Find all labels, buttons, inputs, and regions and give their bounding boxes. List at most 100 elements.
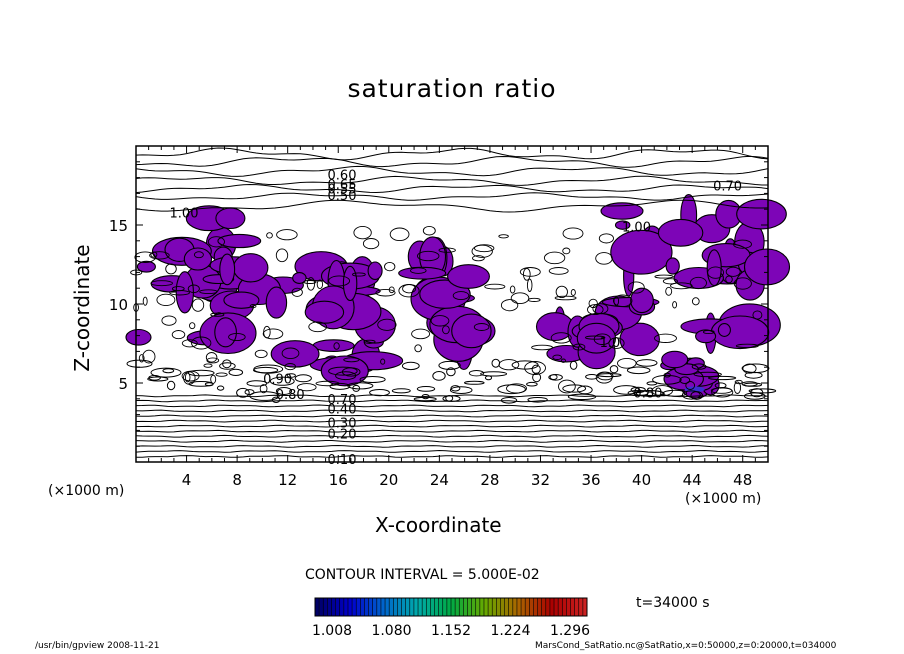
supersaturation-patch xyxy=(736,198,787,230)
colorbar-stripe xyxy=(463,598,468,616)
supersaturation-patch xyxy=(661,350,689,369)
colorbar-stripe xyxy=(376,598,381,616)
contour-label: 0.10 xyxy=(328,453,357,468)
contour-loop xyxy=(585,374,599,380)
colorbar-stripe xyxy=(479,598,484,616)
contour-loop xyxy=(315,380,340,387)
contour-loop xyxy=(333,342,340,350)
contour-loop xyxy=(550,332,572,344)
contour-loop xyxy=(169,290,190,296)
colorbar-stripe xyxy=(582,598,587,616)
contour-loop xyxy=(597,373,622,378)
contour-loop xyxy=(308,321,328,333)
contour-line xyxy=(135,165,769,177)
contour-label: 0.65 xyxy=(328,178,357,193)
contour-loop xyxy=(445,395,454,402)
contour-label: 1.00 xyxy=(622,221,651,236)
contour-label: 0.70 xyxy=(713,180,742,195)
y-tick-label: 5 xyxy=(118,375,128,393)
contour-loop xyxy=(471,244,493,258)
colorbar-stripe xyxy=(574,598,579,616)
colorbar-stripe xyxy=(385,598,390,616)
contour-loop xyxy=(511,360,539,370)
contour-loop xyxy=(524,361,546,375)
contour-line xyxy=(135,155,769,168)
contour-loop xyxy=(509,285,516,294)
colorbar-stripe xyxy=(566,598,571,616)
contour-loop xyxy=(161,315,177,326)
contour-loop xyxy=(216,385,225,391)
x-tick-label: 4 xyxy=(182,471,192,489)
contour-loop xyxy=(343,357,360,363)
contour-loop xyxy=(572,343,586,351)
contour-label: 0.40 xyxy=(328,402,357,417)
contour-loop xyxy=(138,354,145,363)
contour-label: 0.70 xyxy=(328,393,357,408)
contour-loop xyxy=(253,366,279,374)
contour-loop xyxy=(416,250,440,262)
contour-loop xyxy=(562,247,571,255)
colorbar-stripe xyxy=(434,598,439,616)
supersaturation-patch xyxy=(610,229,673,275)
contour-loop xyxy=(156,293,176,307)
contour-loop xyxy=(693,371,722,378)
contour-loop xyxy=(500,299,519,312)
colorbar-stripe xyxy=(525,598,530,616)
contour-loop xyxy=(266,232,273,239)
contour-loop xyxy=(707,266,724,279)
chart-title: saturation ratio xyxy=(347,74,557,103)
contour-loop xyxy=(531,344,554,351)
colorbar-stripe xyxy=(331,598,336,616)
x-tick-label: 36 xyxy=(581,471,600,489)
x-tick-label: 20 xyxy=(379,471,398,489)
contour-loop xyxy=(598,233,614,244)
colorbar-tick-label: 1.224 xyxy=(490,623,530,639)
contour-loop xyxy=(522,267,531,281)
contour-loop xyxy=(316,279,324,290)
contour-loop xyxy=(531,364,541,374)
colorbar-stripe xyxy=(401,598,406,616)
colorbar-stripe xyxy=(500,598,505,616)
colorbar-stripe xyxy=(409,598,414,616)
contour-loop xyxy=(369,389,390,397)
contour-loop xyxy=(630,386,646,394)
contour-loop xyxy=(284,363,296,371)
contour-loop xyxy=(464,380,485,385)
supersaturation-patch xyxy=(232,253,269,283)
colorbar-stripe xyxy=(397,598,402,616)
contour-loop xyxy=(510,292,530,305)
contour-loop xyxy=(246,380,268,387)
contour-loop xyxy=(228,368,244,376)
contour-line xyxy=(135,429,769,433)
supersaturation-patch xyxy=(695,329,717,344)
supersaturation-patch xyxy=(320,355,369,387)
contour-label: 0.20 xyxy=(328,428,357,443)
colorbar-stripe xyxy=(475,598,480,616)
contour-loop xyxy=(291,287,303,297)
supersaturation-patch xyxy=(367,261,383,280)
contour-loop xyxy=(527,397,548,403)
supersaturation-patch xyxy=(447,264,490,289)
contour-line xyxy=(135,404,769,408)
contour-loop xyxy=(328,366,358,376)
colorbar-stripe xyxy=(347,598,353,616)
contour-loop xyxy=(205,352,218,363)
x-tick-label: 12 xyxy=(278,471,297,489)
contour-loop xyxy=(421,394,430,400)
contour-loop xyxy=(306,277,316,291)
colorbar-stripe xyxy=(512,598,517,616)
contour-loop xyxy=(335,371,357,381)
contour-loop xyxy=(187,369,215,377)
contour-loop xyxy=(422,225,436,236)
colorbar-stripe xyxy=(343,598,348,616)
contour-loop xyxy=(734,379,743,385)
colorbar-stripe xyxy=(430,598,435,616)
contour-loop xyxy=(181,339,198,348)
contour-loop xyxy=(613,385,640,395)
contour-line xyxy=(135,434,769,438)
time-label: t=34000 s xyxy=(636,595,710,611)
contour-loop xyxy=(432,371,446,381)
colorbar-stripe xyxy=(578,598,583,616)
contour-loop xyxy=(612,294,633,308)
supersaturation-patch xyxy=(292,272,307,284)
